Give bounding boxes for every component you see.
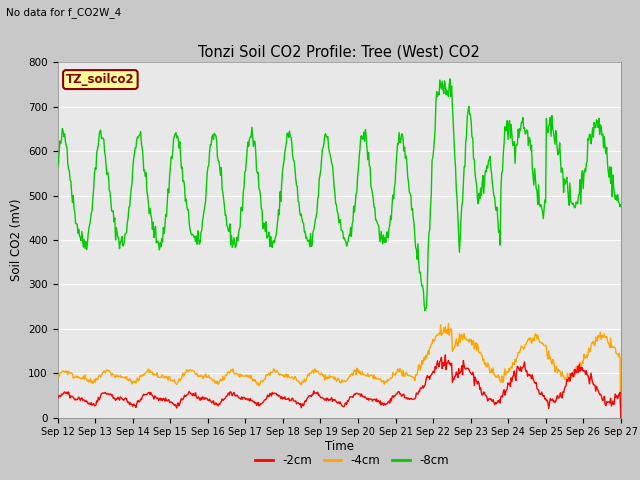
Y-axis label: Soil CO2 (mV): Soil CO2 (mV): [10, 199, 22, 281]
Text: TZ_soilco2: TZ_soilco2: [66, 73, 134, 86]
X-axis label: Time: Time: [324, 440, 354, 453]
Text: No data for f_CO2W_4: No data for f_CO2W_4: [6, 7, 122, 18]
Legend: -2cm, -4cm, -8cm: -2cm, -4cm, -8cm: [250, 449, 454, 472]
Title: Tonzi Soil CO2 Profile: Tree (West) CO2: Tonzi Soil CO2 Profile: Tree (West) CO2: [198, 45, 480, 60]
